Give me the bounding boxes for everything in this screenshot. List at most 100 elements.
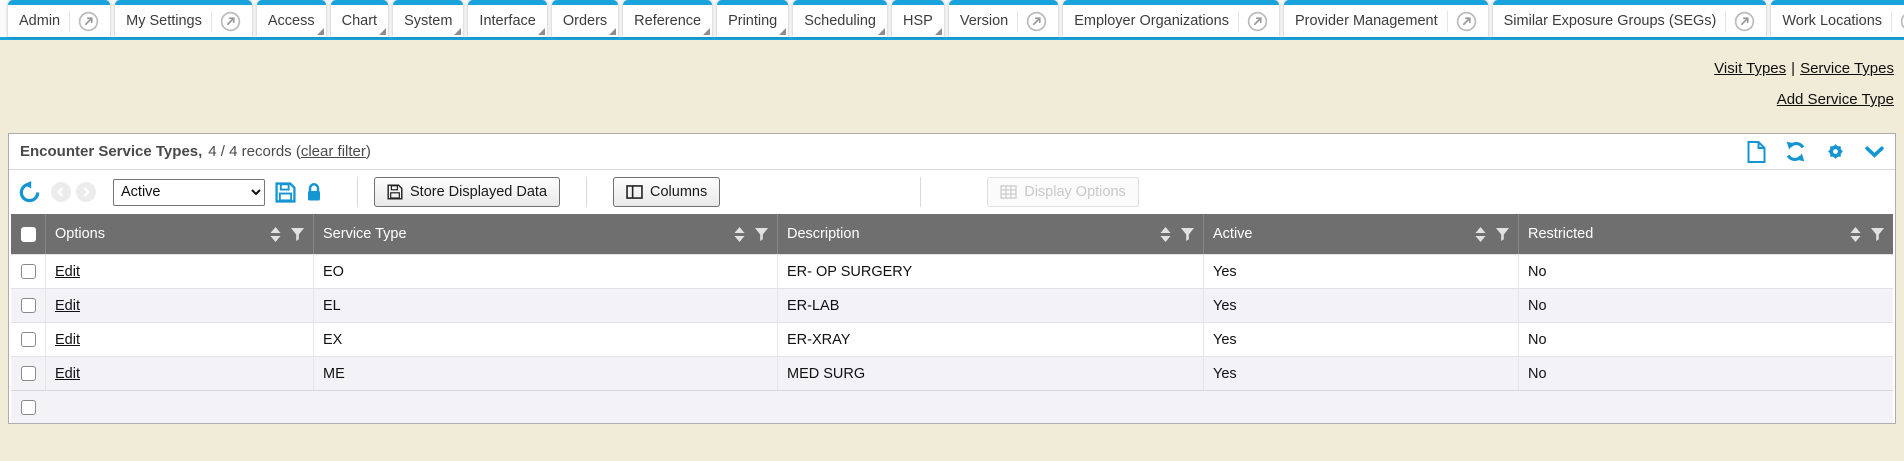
display-options-button: Display Options <box>987 177 1139 207</box>
encounter-service-types-panel: Encounter Service Types, 4 / 4 records (… <box>8 133 1896 424</box>
popout-icon[interactable] <box>1725 10 1755 32</box>
column-header-options[interactable]: Options <box>45 214 313 254</box>
tab-version[interactable]: Version <box>948 0 1059 37</box>
tab-my-settings[interactable]: My Settings <box>115 0 252 37</box>
grid-icon <box>1000 185 1017 199</box>
refresh-icon[interactable] <box>1785 141 1806 162</box>
filter-funnel-icon[interactable] <box>1496 227 1509 241</box>
tab-system[interactable]: System <box>393 0 464 37</box>
cell-description: ER-XRAY <box>777 323 1203 356</box>
tab-employer-organizations[interactable]: Employer Organizations <box>1063 0 1279 37</box>
table-row: Edit EO ER- OP SURGERY Yes No <box>11 254 1893 288</box>
row-checkbox[interactable] <box>20 332 36 347</box>
edit-link[interactable]: Edit <box>55 331 80 348</box>
tab-label: Orders <box>562 13 608 29</box>
panel-header: Encounter Service Types, 4 / 4 records (… <box>9 134 1895 170</box>
filter-select[interactable]: Active <box>113 178 265 206</box>
prev-icon[interactable] <box>51 182 71 202</box>
table-row: Edit EL ER-LAB Yes No <box>11 288 1893 322</box>
row-checkbox[interactable] <box>20 366 36 381</box>
toolbar-divider <box>586 177 588 207</box>
add-service-type-link[interactable]: Add Service Type <box>1776 91 1894 108</box>
table-header-row: Options Service Type Description <box>11 214 1893 254</box>
toolbar-divider <box>920 177 922 207</box>
cell-active: Yes <box>1203 255 1518 288</box>
tab-scheduling[interactable]: Scheduling <box>793 0 887 37</box>
save-icon[interactable] <box>275 181 296 203</box>
sort-icon[interactable] <box>734 226 745 242</box>
column-header-label: Options <box>55 226 105 242</box>
popout-icon[interactable] <box>210 10 241 32</box>
tab-similar-exposure-groups-segs[interactable]: Similar Exposure Groups (SEGs) <box>1492 0 1767 37</box>
add-link-row: Add Service Type <box>0 91 1894 108</box>
column-header-active[interactable]: Active <box>1203 214 1518 254</box>
tab-orders[interactable]: Orders <box>551 0 619 37</box>
new-document-icon[interactable] <box>1747 140 1766 163</box>
columns-button[interactable]: Columns <box>613 177 721 207</box>
tab-hsp[interactable]: HSP <box>892 0 944 37</box>
store-displayed-data-button[interactable]: Store Displayed Data <box>374 177 561 207</box>
cell-restricted: No <box>1518 289 1893 322</box>
sort-icon[interactable] <box>1850 226 1861 242</box>
visit-types-link[interactable]: Visit Types <box>1714 60 1787 77</box>
table-footer-row <box>11 390 1893 423</box>
cell-description: MED SURG <box>777 357 1203 390</box>
columns-icon <box>626 185 643 199</box>
table-row: Edit ME MED SURG Yes No <box>11 356 1893 390</box>
column-header-label: Service Type <box>323 226 407 242</box>
sort-icon[interactable] <box>1475 226 1486 242</box>
footer-checkbox[interactable] <box>20 399 36 415</box>
chevron-down-icon[interactable] <box>1865 146 1884 158</box>
cell-service-type: EL <box>313 289 777 322</box>
edit-link[interactable]: Edit <box>55 365 80 382</box>
cell-active: Yes <box>1203 357 1518 390</box>
column-header-restricted[interactable]: Restricted <box>1518 214 1893 254</box>
popout-icon[interactable] <box>1237 10 1268 32</box>
panel-toolbar: Active Store Displayed Data <box>9 170 1895 214</box>
undo-icon[interactable] <box>18 180 41 204</box>
sort-icon[interactable] <box>1160 226 1171 242</box>
popout-icon[interactable] <box>1891 10 1904 32</box>
encounter-service-types-table: Options Service Type Description <box>11 214 1893 423</box>
sort-icon[interactable] <box>270 226 281 242</box>
popout-icon[interactable] <box>1017 10 1047 32</box>
tab-label: Scheduling <box>804 13 876 29</box>
tab-label: Interface <box>479 13 536 29</box>
tab-printing[interactable]: Printing <box>717 0 789 37</box>
tab-admin[interactable]: Admin <box>8 0 111 37</box>
select-all-checkbox[interactable] <box>20 226 36 242</box>
tab-label: Work Locations <box>1782 13 1883 29</box>
edit-link[interactable]: Edit <box>55 297 80 314</box>
gear-icon[interactable] <box>1825 141 1846 162</box>
filter-funnel-icon[interactable] <box>291 227 304 241</box>
row-checkbox[interactable] <box>20 264 36 279</box>
tab-chart[interactable]: Chart <box>330 0 389 37</box>
column-header-service-type[interactable]: Service Type <box>313 214 777 254</box>
lock-icon[interactable] <box>305 182 323 202</box>
service-types-link[interactable]: Service Types <box>1800 60 1894 77</box>
column-header-description[interactable]: Description <box>777 214 1203 254</box>
popout-icon[interactable] <box>69 10 99 32</box>
tab-interface[interactable]: Interface <box>468 0 547 37</box>
cell-service-type: EX <box>313 323 777 356</box>
panel-title: Encounter Service Types, <box>20 143 203 160</box>
column-header-label: Description <box>787 226 860 242</box>
popout-icon[interactable] <box>1446 10 1477 32</box>
next-icon[interactable] <box>76 182 96 202</box>
tab-provider-management[interactable]: Provider Management <box>1283 0 1488 37</box>
column-header-label: Restricted <box>1528 226 1594 242</box>
tab-access[interactable]: Access <box>256 0 326 37</box>
clear-filter-link[interactable]: clear filter <box>300 143 366 160</box>
row-checkbox[interactable] <box>20 298 36 313</box>
edit-link[interactable]: Edit <box>55 263 80 280</box>
tab-label: Chart <box>341 13 378 29</box>
records-count: 4 / 4 records ( <box>208 143 301 160</box>
filter-funnel-icon[interactable] <box>755 227 768 241</box>
cell-restricted: No <box>1518 357 1893 390</box>
tab-work-locations[interactable]: Work Locations <box>1771 0 1904 37</box>
toolbar-divider <box>357 177 358 207</box>
filter-funnel-icon[interactable] <box>1181 227 1194 241</box>
tab-reference[interactable]: Reference <box>623 0 713 37</box>
tab-label: Employer Organizations <box>1074 13 1229 29</box>
filter-funnel-icon[interactable] <box>1871 227 1884 241</box>
